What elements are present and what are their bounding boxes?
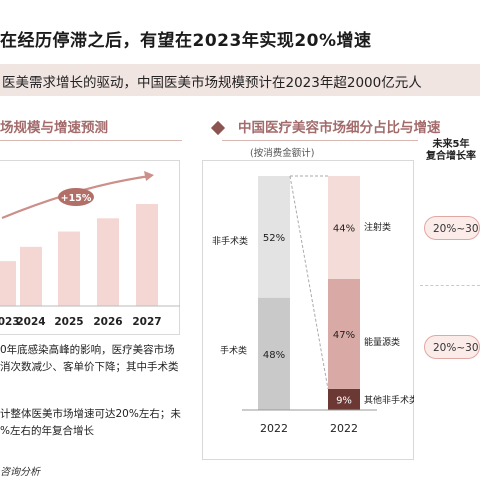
- growth-badge-label: +15%: [61, 193, 92, 204]
- x-tick-2027: 2027: [132, 316, 161, 328]
- label-energy: 能量源类: [364, 336, 400, 348]
- left-note-line-2: 消次数减少、客单价下降；其中手术类: [0, 361, 179, 373]
- left-note-line-3: 计整体医美市场增速可达20%左右；未: [0, 408, 181, 420]
- bar-2025: [58, 231, 80, 306]
- seg-surgical-label: 48%: [263, 350, 285, 361]
- cagr-header-line-1: 未来5年: [432, 139, 470, 150]
- market-size-bar-chart: 20232024 2025 2026 2027 +15%: [0, 171, 180, 328]
- stack-x-tick-0: 2022: [260, 422, 288, 435]
- page-title: 在经历停滞之后，有望在2023年实现20%增速: [0, 31, 372, 51]
- seg-injection: [328, 176, 360, 279]
- left-section-title: 场规模与增速预测: [0, 120, 108, 136]
- subtitle-band: [0, 64, 480, 96]
- cagr-header: 未来5年 复合增长率: [420, 139, 480, 163]
- left-section-divider: [0, 140, 182, 141]
- label-other-non-surgical: 其他非手术类: [364, 394, 414, 406]
- right-section-divider: [222, 140, 418, 141]
- left-note-line-1: 0年底感染高峰的影响，医疗美容市场: [0, 344, 175, 356]
- label-non-surgical: 非手术类: [212, 235, 248, 247]
- right-section-note: (按消费金额计): [250, 148, 315, 159]
- stack-x-tick-1: 2022: [330, 422, 358, 435]
- cagr-divider: [420, 285, 480, 286]
- cagr-pill-injection: 20%~30%: [424, 216, 480, 240]
- seg-other-non-surgical: [328, 388, 360, 410]
- x-tick-2023: 2023: [0, 316, 20, 328]
- market-size-chart-frame: [0, 160, 180, 335]
- growth-badge-bg: [58, 188, 94, 206]
- bar-2023: [0, 261, 16, 306]
- label-surgical: 手术类: [220, 345, 247, 357]
- cagr-header-line-2: 复合增长率: [426, 151, 476, 162]
- left-note-line-4: %左右的年复合增长: [0, 425, 94, 437]
- connector-bottom: [289, 175, 329, 390]
- x-tick-2026: 2026: [93, 316, 122, 328]
- seg-other-non-surgical-label: 9%: [336, 395, 352, 406]
- growth-arrow-head-icon: [144, 171, 154, 181]
- seg-energy-label: 47%: [333, 330, 355, 341]
- x-tick-2025: 2025: [54, 316, 83, 328]
- bar-2027: [136, 204, 158, 306]
- seg-energy: [328, 278, 360, 389]
- seg-injection-label: 44%: [333, 223, 355, 234]
- label-injection: 注射类: [364, 221, 391, 233]
- source-note: 咨询分析: [0, 467, 40, 478]
- cagr-pill-energy: 20%~30%: [424, 335, 480, 359]
- bar-2026: [97, 218, 119, 306]
- x-tick-2024: 2024: [16, 316, 45, 328]
- seg-surgical: [258, 297, 290, 410]
- bar-2024: [20, 246, 42, 306]
- section-diamond-icon: [210, 120, 226, 136]
- seg-non-surgical: [258, 176, 290, 298]
- segment-chart-frame: [202, 160, 414, 460]
- right-section-title: 中国医疗美容市场细分占比与增速: [238, 120, 441, 136]
- page-subtitle: 医美需求增长的驱动，中国医美市场规模预计在2023年超2000亿元人: [2, 75, 422, 91]
- seg-non-surgical-label: 52%: [263, 233, 285, 244]
